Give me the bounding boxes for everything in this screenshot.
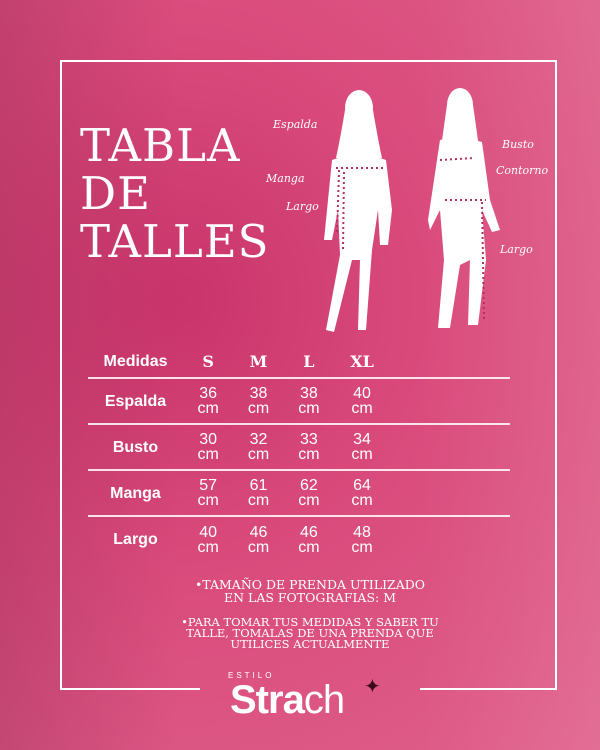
frame-border <box>420 688 557 690</box>
header-cell: S <box>202 351 214 371</box>
size-value-cell: 36 cm <box>183 378 233 424</box>
note-line: TALLE, TOMALAS DE UNA PRENDA QUE <box>186 626 434 640</box>
size-value-cell: 46 cm <box>284 516 334 562</box>
logo-bold: Stra <box>230 678 305 722</box>
header-cell: L <box>303 351 315 371</box>
frame-border <box>555 60 557 690</box>
frame-border <box>60 688 200 690</box>
size-table: Medidas S M L XL Espalda 36 cm 38 cm 38 cm 40 cm… <box>88 345 510 562</box>
unit: cm <box>351 446 373 463</box>
label-largo: Largo <box>500 243 533 256</box>
size-value-cell: 61 cm <box>233 470 283 516</box>
unit: cm <box>298 400 320 417</box>
size-value-cell: 32 cm <box>233 424 283 470</box>
unit: cm <box>247 446 270 463</box>
size-value-cell: 40 cm <box>183 516 233 562</box>
unit: cm <box>351 492 373 509</box>
value: 34 <box>353 431 371 448</box>
unit: cm <box>197 492 219 509</box>
title-line: TALLES <box>80 215 270 268</box>
value: 38 <box>300 385 318 402</box>
value: 64 <box>353 477 371 494</box>
spacer <box>390 470 510 516</box>
size-value-cell: 34 cm <box>334 424 390 470</box>
size-value-cell: 57 cm <box>183 470 233 516</box>
size-value-cell: 46 cm <box>233 516 283 562</box>
unit: cm <box>197 400 219 417</box>
size-value-cell: 40 cm <box>334 378 390 424</box>
size-value-cell: 62 cm <box>284 470 334 516</box>
spacer <box>390 378 510 424</box>
value: 48 <box>353 523 371 541</box>
unit: cm <box>351 538 373 556</box>
sparkle-icon: ✦ <box>364 676 381 698</box>
header-cell: M <box>249 351 268 371</box>
brand-logo: Strach <box>230 678 345 723</box>
table-row: Busto 30 cm 32 cm 33 cm 34 cm <box>88 424 510 470</box>
note-line: EN LAS FOTOGRAFIAS: M <box>223 590 396 605</box>
value: 40 <box>199 523 218 541</box>
unit: cm <box>298 492 320 509</box>
spacer <box>390 424 510 470</box>
table-row: Espalda 36 cm 38 cm 38 cm 40 cm <box>88 378 510 424</box>
note-size-used: •TAMAÑO DE PRENDA UTILIZADO EN LAS FOTOG… <box>160 578 460 604</box>
label-largo: Largo <box>286 200 319 213</box>
title-line: TABLA <box>80 119 241 172</box>
table-row: Manga 57 cm 61 cm 62 cm 64 cm <box>88 470 510 516</box>
table-header-row: Medidas S M L XL <box>88 345 510 378</box>
header-cell: Medidas <box>103 352 168 370</box>
value: 62 <box>300 477 318 494</box>
value: 40 <box>353 385 371 402</box>
value: 33 <box>300 431 318 448</box>
unit: cm <box>247 492 270 509</box>
size-value-cell: 33 cm <box>284 424 334 470</box>
frame-border <box>60 60 62 690</box>
table-row: Largo 40 cm 46 cm 46 cm 48 cm <box>88 516 510 562</box>
size-value-cell: 38 cm <box>233 378 283 424</box>
unit: cm <box>247 400 270 417</box>
row-label: Manga <box>110 484 161 502</box>
row-label: Espalda <box>104 392 167 410</box>
value: 32 <box>249 431 268 448</box>
logo-light: ch <box>303 678 345 722</box>
unit: cm <box>298 446 320 463</box>
unit: cm <box>197 538 219 556</box>
size-value-cell: 64 cm <box>334 470 390 516</box>
silhouette-front <box>428 88 500 328</box>
size-value-cell: 38 cm <box>284 378 334 424</box>
silhouette-back <box>324 90 392 332</box>
size-value-cell: 30 cm <box>183 424 233 470</box>
unit: cm <box>351 400 373 417</box>
value: 30 <box>199 431 218 448</box>
value: 36 <box>199 385 218 402</box>
note-line: •PARA TOMAR TUS MEDIDAS Y SABER TU <box>181 615 439 629</box>
spacer <box>390 516 510 562</box>
unit: cm <box>247 538 270 556</box>
spacer <box>390 345 510 378</box>
header-cell: XL <box>350 351 374 371</box>
page-title: TABLA DE TALLES <box>80 122 270 266</box>
value: 46 <box>300 523 318 541</box>
size-value-cell: 48 cm <box>334 516 390 562</box>
label-espalda: Espalda <box>273 118 318 131</box>
value: 46 <box>249 523 268 541</box>
note-line: UTILICES ACTUALMENTE <box>230 637 390 651</box>
value: 57 <box>199 477 218 494</box>
title-line: DE <box>80 167 151 220</box>
note-line: •TAMAÑO DE PRENDA UTILIZADO <box>194 577 426 592</box>
row-label: Largo <box>113 531 158 548</box>
unit: cm <box>197 446 219 463</box>
label-manga: Manga <box>266 172 305 185</box>
label-busto: Busto <box>502 138 534 151</box>
body-silhouettes <box>324 88 500 332</box>
value: 38 <box>249 385 268 402</box>
value: 61 <box>249 477 268 494</box>
label-contorno: Contorno <box>496 164 549 177</box>
brand-tagline: ESTILO <box>228 671 275 680</box>
frame-border <box>60 60 557 62</box>
unit: cm <box>298 538 320 556</box>
row-label: Busto <box>112 438 159 456</box>
note-how-to-measure: •PARA TOMAR TUS MEDIDAS Y SABER TU TALLE… <box>160 615 460 651</box>
